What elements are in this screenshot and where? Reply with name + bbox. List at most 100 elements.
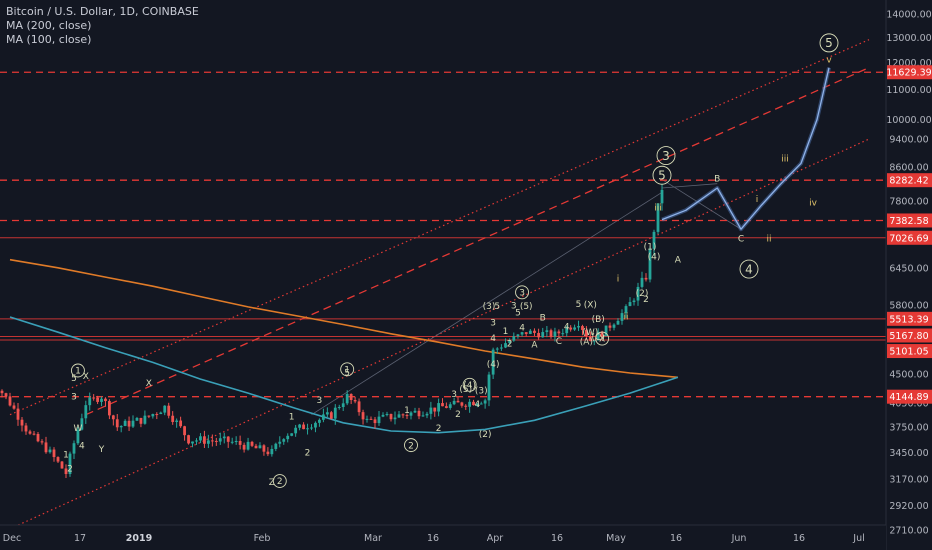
candle[interactable] (369, 416, 373, 420)
candle[interactable] (628, 297, 632, 307)
wave-label[interactable]: 5 (71, 374, 77, 384)
candle[interactable] (644, 273, 648, 282)
candle[interactable] (512, 332, 516, 342)
ma200-line[interactable] (9, 258, 678, 379)
wave-label[interactable]: 2 (305, 448, 311, 458)
wave-label[interactable]: i (617, 275, 620, 285)
candle[interactable] (12, 402, 16, 410)
candle[interactable] (206, 434, 210, 449)
wave-label[interactable]: 5 (494, 302, 500, 312)
candle[interactable] (310, 424, 313, 431)
indicator-ma200[interactable]: MA (200, close) (6, 19, 92, 32)
candle[interactable] (357, 398, 361, 416)
candle[interactable] (456, 397, 460, 403)
wave-label[interactable]: 5 (819, 33, 839, 53)
candle[interactable] (238, 435, 242, 450)
wave-label[interactable]: 2 (436, 424, 442, 434)
candle[interactable] (246, 437, 250, 451)
wave-label[interactable]: 4 (519, 324, 525, 334)
candle[interactable] (433, 407, 437, 417)
wave-label[interactable]: (3) (483, 302, 496, 312)
candle[interactable] (210, 434, 214, 447)
candle[interactable] (393, 411, 397, 425)
wave-label[interactable]: 2 (67, 464, 73, 474)
candle[interactable] (175, 418, 179, 428)
candle[interactable] (135, 416, 139, 421)
candle[interactable] (96, 395, 99, 405)
wave-label[interactable]: (4) (462, 377, 477, 392)
trendline-3[interactable] (311, 191, 663, 416)
candle[interactable] (262, 444, 266, 456)
projection-line[interactable] (661, 67, 830, 230)
candle[interactable] (282, 438, 286, 445)
candle[interactable] (604, 325, 608, 337)
candle[interactable] (266, 447, 270, 457)
candle[interactable] (475, 402, 479, 408)
candle[interactable] (487, 371, 491, 407)
candle[interactable] (84, 400, 88, 424)
candle[interactable] (218, 432, 222, 445)
candle[interactable] (616, 318, 620, 325)
candle[interactable] (377, 410, 381, 426)
wave-label[interactable]: (3) (475, 387, 488, 397)
candle[interactable] (437, 398, 441, 417)
candle[interactable] (520, 331, 524, 337)
wave-label[interactable]: 2 (455, 410, 461, 420)
wave-label[interactable]: 3 (656, 146, 676, 166)
candle[interactable] (151, 413, 155, 419)
wave-label[interactable]: 1 (70, 363, 85, 378)
candle[interactable] (472, 399, 475, 406)
wave-label[interactable]: A (531, 341, 538, 351)
candle[interactable] (64, 464, 68, 479)
wave-label[interactable]: B (714, 175, 720, 185)
candle[interactable] (183, 425, 186, 441)
candle[interactable] (191, 441, 194, 448)
candle[interactable] (234, 436, 238, 445)
candle[interactable] (648, 246, 652, 283)
wave-label[interactable]: ii (766, 235, 771, 245)
candle[interactable] (167, 402, 171, 419)
candle[interactable] (68, 451, 72, 477)
candle[interactable] (147, 415, 151, 419)
candle[interactable] (491, 347, 495, 380)
candle[interactable] (111, 414, 115, 426)
wave-label[interactable]: 1 (340, 362, 355, 377)
candle[interactable] (588, 331, 592, 342)
wave-label[interactable]: 2 (507, 340, 513, 350)
candle[interactable] (596, 328, 600, 341)
candle[interactable] (258, 442, 262, 449)
wave-label[interactable]: B (540, 313, 546, 323)
candle[interactable] (306, 423, 309, 435)
candle[interactable] (417, 407, 421, 420)
candle[interactable] (24, 422, 28, 435)
candle[interactable] (624, 304, 628, 319)
candle[interactable] (321, 408, 325, 423)
candle[interactable] (76, 426, 80, 445)
candle[interactable] (8, 392, 12, 407)
candle[interactable] (333, 404, 337, 425)
wave-label[interactable]: 5 (576, 300, 582, 310)
candle[interactable] (365, 415, 369, 423)
wave-label[interactable]: (2) (479, 430, 492, 440)
candle[interactable] (52, 447, 56, 462)
candle[interactable] (242, 442, 246, 453)
wave-label[interactable]: 4 (79, 441, 85, 451)
candle[interactable] (179, 416, 183, 428)
candle[interactable] (290, 433, 294, 437)
candle[interactable] (448, 402, 452, 410)
wave-label[interactable]: A (675, 255, 682, 265)
wave-label[interactable]: ii (623, 312, 628, 322)
wave-label[interactable]: X (83, 372, 89, 382)
candle[interactable] (4, 392, 8, 400)
wave-label[interactable]: 3 (317, 396, 323, 406)
candle[interactable] (72, 440, 76, 460)
candle[interactable] (468, 398, 472, 413)
candle[interactable] (545, 325, 549, 338)
candle[interactable] (230, 437, 234, 445)
wave-label[interactable]: 1 (63, 450, 69, 460)
price-axis[interactable] (886, 0, 932, 550)
candle[interactable] (464, 404, 468, 410)
candle[interactable] (187, 434, 190, 445)
candle[interactable] (452, 397, 456, 406)
